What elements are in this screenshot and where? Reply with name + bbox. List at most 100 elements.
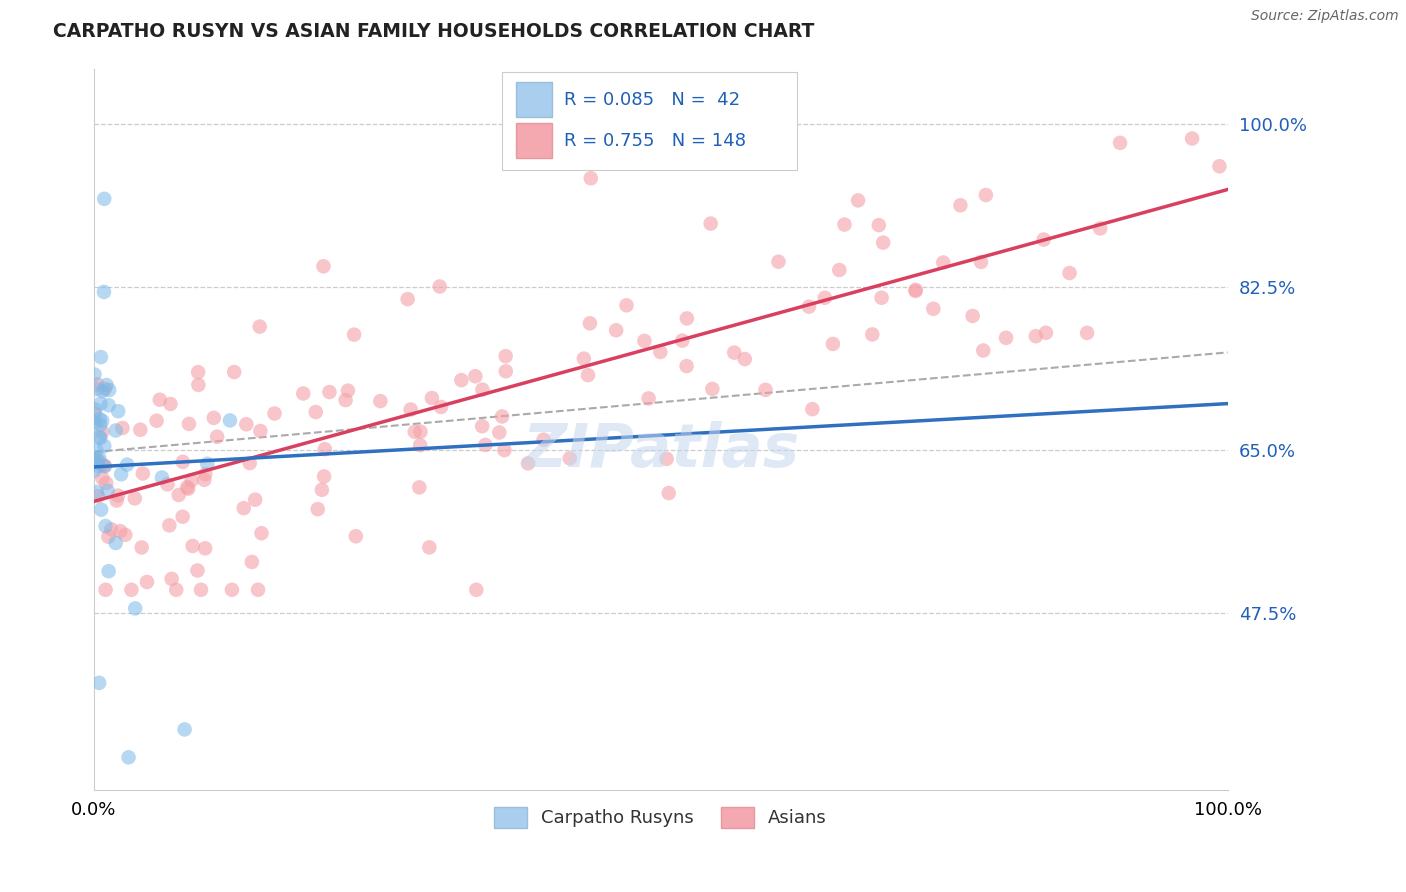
Point <box>335 393 357 408</box>
Point <box>409 425 432 439</box>
Point <box>219 413 242 427</box>
Point <box>89 676 111 690</box>
Point <box>1088 221 1111 235</box>
Point <box>263 407 285 421</box>
Point <box>904 284 927 298</box>
Point <box>93 439 115 453</box>
Point <box>495 349 517 363</box>
Point <box>517 456 540 470</box>
Point <box>495 364 517 378</box>
Point <box>1076 326 1098 340</box>
Point <box>89 412 111 426</box>
Point <box>336 384 359 398</box>
Point <box>872 235 894 250</box>
Point <box>370 394 392 409</box>
Point <box>860 327 883 342</box>
Point <box>240 555 263 569</box>
Text: R = 0.085   N =  42: R = 0.085 N = 42 <box>564 91 741 109</box>
Point <box>97 398 120 412</box>
Point <box>932 255 955 269</box>
Point <box>418 541 440 555</box>
Point <box>1025 329 1047 343</box>
Point <box>83 368 105 382</box>
Point <box>132 467 155 481</box>
Point <box>120 582 142 597</box>
Point <box>974 188 997 202</box>
Point <box>311 483 333 497</box>
Point <box>86 454 108 468</box>
Point <box>91 425 114 439</box>
Point <box>193 473 215 487</box>
Point <box>420 391 443 405</box>
Point <box>305 405 328 419</box>
Point <box>409 438 432 452</box>
Point <box>186 564 208 578</box>
Point <box>94 458 117 473</box>
Point <box>1109 136 1132 150</box>
Point <box>194 541 217 556</box>
Point <box>93 192 115 206</box>
Point <box>195 457 218 471</box>
Point <box>314 469 336 483</box>
Point <box>430 400 453 414</box>
Point <box>675 359 697 373</box>
Point <box>86 382 108 396</box>
Point <box>104 536 127 550</box>
Point <box>579 316 602 330</box>
Point <box>89 418 111 433</box>
FancyBboxPatch shape <box>516 82 553 117</box>
Point <box>558 451 581 466</box>
Point <box>181 539 204 553</box>
Point <box>87 489 110 503</box>
Point <box>87 454 110 468</box>
Text: Source: ZipAtlas.com: Source: ZipAtlas.com <box>1251 9 1399 23</box>
Point <box>91 384 114 398</box>
Point <box>676 311 699 326</box>
Point <box>343 327 366 342</box>
Point <box>159 397 181 411</box>
Point <box>90 396 112 410</box>
Point <box>814 291 837 305</box>
Text: R = 0.755   N = 148: R = 0.755 N = 148 <box>564 132 747 150</box>
Point <box>90 502 112 516</box>
Point <box>156 477 179 491</box>
Point <box>97 564 120 578</box>
Point <box>616 298 638 312</box>
Point <box>471 383 494 397</box>
Point <box>474 438 496 452</box>
Point <box>224 365 246 379</box>
Point <box>90 350 112 364</box>
Point <box>115 458 138 472</box>
Point <box>658 486 681 500</box>
Point <box>399 402 422 417</box>
Point <box>768 254 790 268</box>
Point <box>995 331 1018 345</box>
Point <box>160 572 183 586</box>
Point <box>464 369 486 384</box>
Point <box>93 285 115 299</box>
Point <box>312 260 335 274</box>
Point <box>970 255 993 269</box>
Point <box>84 443 107 458</box>
Point <box>247 582 270 597</box>
Point <box>962 309 984 323</box>
Point <box>404 425 426 439</box>
Point <box>633 334 655 348</box>
Point <box>307 502 329 516</box>
Point <box>110 467 132 482</box>
Point <box>572 351 595 366</box>
Point <box>190 582 212 597</box>
Point <box>243 492 266 507</box>
Point <box>136 574 159 589</box>
Point <box>239 456 262 470</box>
Point <box>173 723 195 737</box>
Text: CARPATHO RUSYN VS ASIAN FAMILY HOUSEHOLDS CORRELATION CHART: CARPATHO RUSYN VS ASIAN FAMILY HOUSEHOLD… <box>53 22 815 41</box>
Point <box>124 491 146 506</box>
Point <box>96 378 118 392</box>
Point <box>579 171 602 186</box>
Point <box>97 530 120 544</box>
Point <box>834 218 856 232</box>
Point <box>801 402 824 417</box>
Point <box>450 373 472 387</box>
Point <box>129 423 152 437</box>
